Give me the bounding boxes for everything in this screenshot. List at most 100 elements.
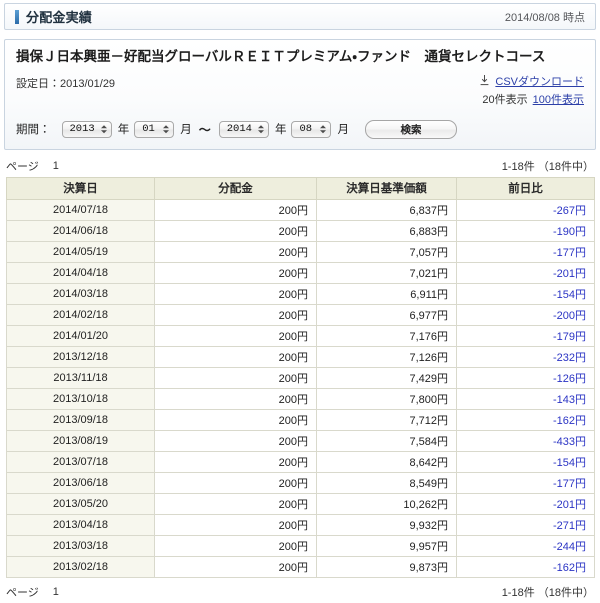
- table-row: 2013/11/18 200円 7,429円 -126円: [6, 366, 595, 389]
- cell-settlement-date: 2014/04/18: [6, 261, 155, 284]
- table-row: 2013/09/18 200円 7,712円 -162円: [6, 408, 595, 431]
- fund-name: 損保Ｊ日本興亜－好配当グローバルＲＥＩＴプレミアム・ファンド 通貨セレクトコース: [16, 49, 546, 64]
- setup-date: 設定日：2013/01/29: [16, 75, 115, 91]
- to-year-unit: 年: [274, 124, 287, 137]
- result-count-top: 1-18件 （18件中）: [501, 160, 594, 173]
- cell-distribution: 200円: [154, 408, 317, 431]
- cell-settlement-date: 2014/06/18: [6, 219, 155, 242]
- cell-distribution: 200円: [154, 387, 317, 410]
- display-100-link[interactable]: 100件表示: [532, 93, 584, 106]
- from-month-unit: 月: [180, 124, 192, 137]
- setup-date-value: 2013/01/29: [60, 77, 116, 90]
- cell-nav: 7,712円: [316, 408, 457, 431]
- cell-nav: 7,176円: [316, 324, 457, 347]
- cell-settlement-date: 2013/08/19: [6, 429, 155, 452]
- cell-nav: 7,057円: [316, 240, 457, 263]
- page-number-bottom[interactable]: 1: [52, 585, 59, 598]
- cell-nav: 9,932円: [316, 513, 457, 536]
- cell-change: -162円: [456, 408, 595, 431]
- cell-nav: 7,021円: [316, 261, 457, 284]
- table-row: 2013/07/18 200円 8,642円 -154円: [6, 450, 595, 473]
- cell-change: -190円: [456, 219, 595, 242]
- cell-distribution: 200円: [154, 450, 317, 473]
- distribution-table-body: 2014/07/18 200円 6,837円 -267円 2014/06/18 200円 6…: [6, 198, 595, 578]
- column-header-distribution: 分配金: [154, 176, 317, 200]
- cell-nav: 6,883円: [316, 219, 457, 242]
- cell-settlement-date: 2013/07/18: [6, 450, 155, 473]
- table-row: 2014/04/18 200円 7,021円 -201円: [6, 261, 595, 284]
- cell-settlement-date: 2013/04/18: [6, 513, 155, 536]
- chevron-updown-icon: [100, 125, 107, 133]
- fund-links: CSVダウンロード 20件表示 100件表示: [480, 74, 584, 109]
- cell-change: -177円: [456, 471, 595, 494]
- cell-change: -244円: [456, 534, 595, 557]
- table-row: 2013/08/19 200円 7,584円 -433円: [6, 429, 595, 452]
- cell-settlement-date: 2014/05/19: [6, 240, 155, 263]
- search-button[interactable]: 検索: [364, 119, 457, 139]
- from-month-value: 01: [142, 123, 155, 135]
- display-20-label: 20件表示: [482, 93, 528, 106]
- from-month-select[interactable]: 01: [134, 120, 175, 138]
- result-count-bottom: 1-18件 （18件中）: [501, 586, 594, 599]
- cell-distribution: 200円: [154, 492, 317, 515]
- table-row: 2014/02/18 200円 6,977円 -200円: [6, 303, 595, 326]
- cell-change: -271円: [456, 513, 595, 536]
- period-search-form: 期間： 2013 年 01 月 〜 2014 年 08 月 検索: [16, 119, 584, 139]
- distribution-table-wrap: 決算日 分配金 決算日基準価額 前日比 2014/07/18 200円 6,837円…: [6, 176, 595, 578]
- page-title-bar: 分配金実績 2014/08/08 時点: [4, 3, 596, 30]
- from-year-select[interactable]: 2013: [61, 120, 112, 138]
- range-separator: 〜: [198, 122, 211, 137]
- cell-change: -154円: [456, 450, 595, 473]
- cell-settlement-date: 2014/02/18: [6, 303, 155, 326]
- cell-nav: 9,873円: [316, 555, 457, 578]
- table-row: 2013/03/18 200円 9,957円 -244円: [6, 534, 595, 557]
- chevron-updown-icon: [163, 125, 170, 133]
- to-year-select[interactable]: 2014: [218, 120, 269, 138]
- cell-change: -201円: [456, 261, 595, 284]
- page-number-top[interactable]: 1: [52, 159, 59, 172]
- table-row: 2013/06/18 200円 8,549円 -177円: [6, 471, 595, 494]
- distribution-table: 決算日 分配金 決算日基準価額 前日比 2014/07/18 200円 6,837円…: [6, 176, 595, 578]
- cell-nav: 8,642円: [316, 450, 457, 473]
- cell-settlement-date: 2013/06/18: [6, 471, 155, 494]
- cell-change: -154円: [456, 282, 595, 305]
- cell-nav: 6,977円: [316, 303, 457, 326]
- period-label: 期間：: [16, 124, 51, 137]
- table-header-row: 決算日 分配金 決算日基準価額 前日比: [6, 176, 595, 200]
- cell-distribution: 200円: [154, 555, 317, 578]
- download-icon: [480, 74, 489, 92]
- table-row: 2013/10/18 200円 7,800円 -143円: [6, 387, 595, 410]
- to-year-value: 2014: [226, 123, 252, 135]
- cell-distribution: 200円: [154, 366, 317, 389]
- cell-distribution: 200円: [154, 324, 317, 347]
- column-header-nav: 決算日基準価額: [316, 176, 457, 200]
- cell-settlement-date: 2013/10/18: [6, 387, 155, 410]
- table-row: 2013/12/18 200円 7,126円 -232円: [6, 345, 595, 368]
- cell-settlement-date: 2013/05/20: [6, 492, 155, 515]
- cell-change: -162円: [456, 555, 595, 578]
- cell-settlement-date: 2013/12/18: [6, 345, 155, 368]
- fund-info-panel: 損保Ｊ日本興亜－好配当グローバルＲＥＩＴプレミアム・ファンド 通貨セレクトコース…: [4, 39, 596, 150]
- cell-settlement-date: 2014/03/18: [6, 282, 155, 305]
- chevron-updown-icon: [320, 125, 327, 133]
- table-row: 2014/03/18 200円 6,911円 -154円: [6, 282, 595, 305]
- cell-distribution: 200円: [154, 534, 317, 557]
- cell-change: -143円: [456, 387, 595, 410]
- page-label-bottom: ページ: [6, 586, 39, 599]
- csv-download-link[interactable]: CSVダウンロード: [495, 75, 584, 88]
- cell-distribution: 200円: [154, 471, 317, 494]
- cell-change: -201円: [456, 492, 595, 515]
- table-row: 2013/05/20 200円 10,262円 -201円: [6, 492, 595, 515]
- cell-nav: 6,911円: [316, 282, 457, 305]
- to-month-value: 08: [299, 123, 313, 135]
- to-month-select[interactable]: 08: [291, 120, 332, 138]
- cell-settlement-date: 2014/07/18: [6, 198, 155, 221]
- cell-nav: 9,957円: [316, 534, 457, 557]
- cell-nav: 7,126円: [316, 345, 457, 368]
- table-row: 2013/04/18 200円 9,932円 -271円: [6, 513, 595, 536]
- table-row: 2014/01/20 200円 7,176円 -179円: [6, 324, 595, 347]
- from-year-value: 2013: [69, 123, 95, 135]
- cell-distribution: 200円: [154, 261, 317, 284]
- setup-date-label: 設定日：: [16, 77, 60, 90]
- cell-change: -267円: [456, 198, 595, 221]
